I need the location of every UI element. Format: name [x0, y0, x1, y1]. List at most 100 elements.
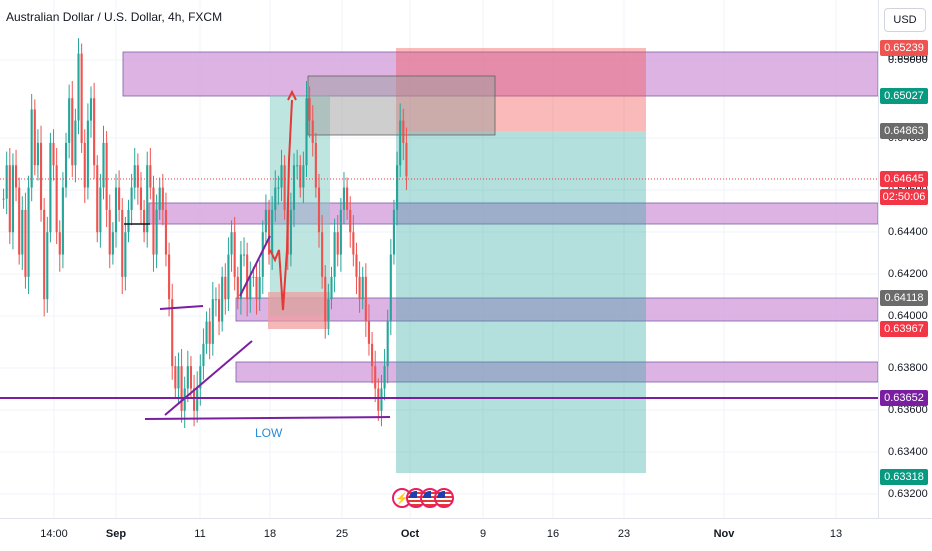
candle [27, 187, 30, 277]
candle [139, 187, 143, 210]
candle [377, 388, 380, 411]
candle [208, 321, 211, 344]
candle [242, 254, 246, 256]
candles [2, 38, 408, 429]
y-tick-label: 0.64200 [888, 268, 928, 280]
candle [264, 209, 267, 233]
candle [152, 187, 155, 255]
candle [230, 232, 233, 255]
candle [292, 165, 296, 210]
price-tag: 0.64118 [880, 290, 928, 306]
price-tag: 0.64863 [880, 123, 928, 139]
candle [77, 53, 80, 121]
currency-button[interactable]: USD [884, 8, 926, 32]
candle [355, 254, 358, 277]
time-axis[interactable] [0, 518, 932, 551]
candle [252, 276, 255, 278]
x-tick-label: 18 [263, 528, 277, 540]
us-flag-icon[interactable] [434, 488, 454, 508]
candle [346, 187, 349, 210]
x-tick-label: 25 [335, 528, 349, 540]
price-axis[interactable] [878, 0, 932, 518]
candle [39, 142, 43, 210]
x-tick-label: Nov [713, 528, 735, 540]
candle [89, 98, 93, 121]
event-icons[interactable]: ⚡ [392, 488, 454, 510]
y-tick-label: 0.63400 [888, 446, 928, 458]
candle [186, 366, 189, 389]
candle [121, 209, 124, 277]
candle [52, 142, 55, 166]
candle [305, 98, 308, 166]
y-tick-label: 0.65000 [888, 54, 928, 66]
candle [143, 209, 146, 233]
candle [86, 120, 89, 188]
y-tick-label: 0.64400 [888, 226, 928, 238]
candle [168, 254, 171, 300]
take-profit-box [396, 131, 646, 473]
candle [399, 120, 402, 166]
candle [214, 299, 217, 301]
x-tick-label: 16 [546, 528, 560, 540]
candle [271, 209, 274, 255]
candle [274, 187, 277, 210]
candle [333, 232, 336, 277]
candle [330, 276, 333, 300]
candle [83, 142, 86, 188]
candle [80, 53, 83, 143]
candle [314, 142, 317, 188]
candle [14, 165, 18, 188]
candle [224, 276, 227, 300]
candle [239, 254, 242, 300]
candle [58, 232, 61, 255]
chart-title: Australian Dollar / U.S. Dollar, 4h, FXC… [6, 10, 223, 24]
candle [118, 187, 121, 210]
candle [352, 232, 355, 255]
x-tick-label: Sep [105, 528, 127, 540]
candle [108, 209, 111, 255]
candle [64, 142, 68, 188]
candle [349, 209, 352, 233]
candle [189, 366, 193, 389]
trendline [164, 340, 253, 416]
candle [33, 109, 36, 166]
low-line [144, 416, 391, 420]
candle [277, 187, 280, 189]
candle [68, 98, 71, 143]
candle [164, 209, 168, 255]
candle [317, 187, 321, 233]
y-tick-label: 0.63600 [888, 404, 928, 416]
candle [74, 120, 77, 166]
candle [155, 209, 158, 255]
candle [43, 209, 46, 300]
candle [280, 165, 283, 188]
candle [261, 232, 264, 277]
candle [342, 187, 346, 210]
candle [364, 276, 367, 322]
candle [361, 276, 364, 300]
candle [180, 366, 183, 411]
candle [339, 209, 342, 255]
candle [174, 366, 177, 389]
x-tick-label: Oct [400, 528, 420, 540]
x-tick-label: 9 [479, 528, 487, 540]
stop-box [268, 292, 330, 329]
x-tick-label: 23 [617, 528, 631, 540]
candle [136, 165, 139, 188]
candle [246, 254, 249, 300]
candle [302, 165, 305, 188]
price-tag: 0.63318 [880, 469, 928, 485]
candle [105, 142, 108, 210]
y-tick-label: 0.63800 [888, 362, 928, 374]
candle [402, 120, 405, 143]
candle [371, 343, 374, 367]
candle [267, 209, 271, 255]
x-tick-label: 11 [194, 528, 206, 540]
x-tick-label: 13 [829, 528, 843, 540]
candle [93, 98, 96, 166]
y-tick-label: 0.63200 [888, 488, 928, 500]
candle [171, 299, 174, 367]
candle [18, 187, 21, 255]
candle [211, 299, 214, 344]
